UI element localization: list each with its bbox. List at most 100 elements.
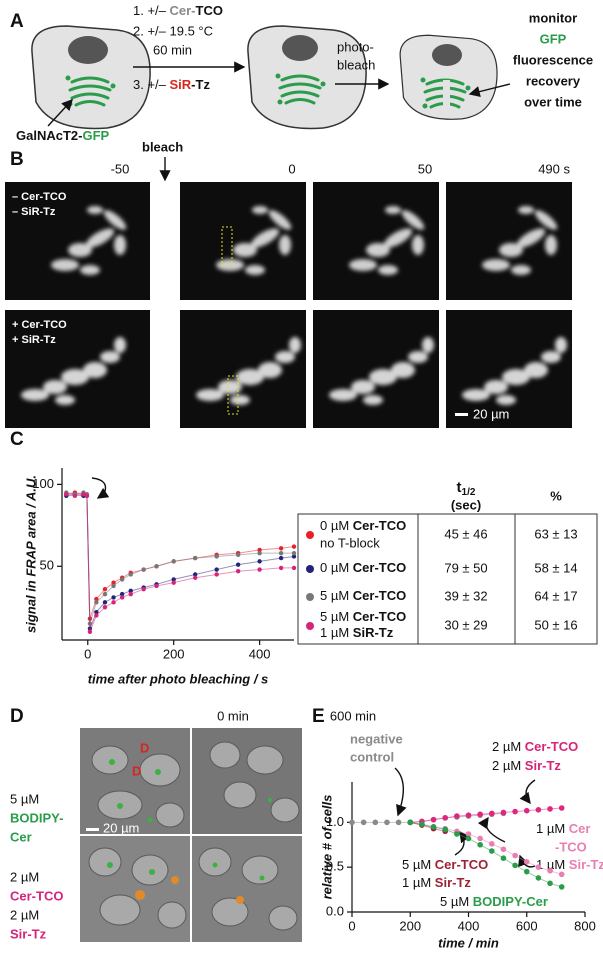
data-point bbox=[94, 600, 99, 605]
data-point bbox=[94, 596, 99, 602]
data-point bbox=[477, 811, 483, 818]
arrow bbox=[477, 816, 506, 843]
note: over time bbox=[524, 94, 582, 109]
data-point bbox=[102, 587, 108, 592]
step: photo- bbox=[337, 39, 374, 54]
data-point bbox=[384, 819, 390, 826]
micrograph bbox=[446, 310, 572, 428]
data-point bbox=[235, 562, 241, 567]
data-point bbox=[84, 493, 90, 499]
cell-value: 30 ± 29 bbox=[444, 617, 487, 632]
data-point bbox=[291, 550, 297, 556]
panel-label: D bbox=[10, 706, 24, 727]
row-label: 1 µM SiR-Tz bbox=[320, 625, 394, 640]
cell-value: 64 ± 17 bbox=[534, 588, 577, 603]
y-tick-label: 100 bbox=[32, 476, 54, 491]
arrow bbox=[47, 98, 73, 127]
data-point bbox=[535, 864, 542, 870]
data-point bbox=[128, 572, 133, 577]
y-tick-label: 0.5 bbox=[326, 859, 344, 874]
row-label: 5 µM Cer-TCO bbox=[320, 609, 406, 624]
annotation: 5 µM BODIPY-Cer bbox=[440, 894, 548, 909]
condition: 2 µM bbox=[10, 907, 39, 922]
y-tick-label: 50 bbox=[40, 558, 54, 573]
condition: – Cer-TCO bbox=[12, 191, 67, 203]
column-header: (sec) bbox=[451, 497, 481, 512]
condition: + Cer-TCO bbox=[12, 319, 67, 331]
data-point bbox=[523, 858, 530, 865]
data-point bbox=[111, 600, 116, 605]
data-point bbox=[171, 559, 176, 564]
data-point bbox=[500, 809, 507, 816]
arrow bbox=[394, 767, 407, 817]
data-point bbox=[465, 835, 472, 842]
column-header: % bbox=[550, 488, 562, 503]
x-tick-label: 400 bbox=[458, 918, 480, 933]
data-point bbox=[257, 550, 262, 556]
data-point bbox=[102, 605, 108, 610]
data-point bbox=[214, 572, 219, 577]
nucleus bbox=[68, 36, 108, 64]
cell-value: 79 ± 50 bbox=[444, 560, 487, 575]
condition: Cer bbox=[10, 829, 32, 844]
scale-label: 20 µm bbox=[473, 406, 509, 421]
bleach-roi bbox=[227, 375, 239, 415]
nucleus bbox=[282, 35, 318, 61]
condition: – SiR-Tz bbox=[12, 206, 56, 218]
data-point bbox=[81, 492, 86, 497]
row-label: 5 µM Cer-TCO bbox=[320, 588, 406, 603]
x-tick-label: 0 bbox=[348, 918, 355, 933]
note: recovery bbox=[526, 73, 581, 88]
data-point bbox=[278, 555, 284, 561]
step: bleach bbox=[337, 57, 375, 72]
scale-bar bbox=[455, 413, 468, 416]
legend-dot bbox=[306, 622, 314, 630]
data-point bbox=[111, 580, 116, 585]
annotation: 5 µM Cer-TCO bbox=[402, 857, 488, 872]
data-point bbox=[477, 841, 483, 848]
data-point bbox=[547, 806, 553, 812]
nucleus bbox=[432, 44, 462, 66]
data-point bbox=[407, 819, 414, 826]
y-axis-title: relative # of cells bbox=[319, 795, 334, 900]
data-point bbox=[141, 567, 146, 572]
cell-value: 63 ± 13 bbox=[534, 526, 577, 541]
x-tick-label: 200 bbox=[163, 646, 185, 661]
x-tick-label: 200 bbox=[399, 918, 421, 933]
data-point bbox=[214, 567, 219, 572]
data-point bbox=[154, 564, 159, 569]
series-line bbox=[66, 492, 294, 624]
time-label: 0 min bbox=[217, 708, 249, 723]
data-point bbox=[257, 559, 262, 564]
condition: Cer-TCO bbox=[10, 888, 63, 903]
annotation: -TCO bbox=[555, 839, 587, 854]
condition: BODIPY- bbox=[10, 810, 63, 825]
legend-dot bbox=[306, 531, 314, 539]
step: 3. +/– SiR-Tz bbox=[133, 77, 210, 92]
data-point bbox=[291, 565, 297, 571]
condition: 2 µM bbox=[10, 869, 39, 884]
note: fluorescence bbox=[513, 52, 593, 67]
data-point bbox=[111, 583, 116, 589]
data-point bbox=[257, 547, 262, 553]
cell-label: GalNAcT2-GFP bbox=[16, 128, 110, 143]
data-point bbox=[395, 819, 402, 826]
data-point bbox=[192, 575, 198, 580]
data-point bbox=[94, 613, 99, 618]
cell-value: 58 ± 14 bbox=[534, 560, 577, 575]
data-point bbox=[64, 492, 69, 497]
micrograph bbox=[180, 310, 306, 428]
micrograph bbox=[5, 310, 150, 428]
x-axis-title: time / min bbox=[438, 935, 499, 950]
time-label: 600 min bbox=[330, 708, 376, 723]
data-point bbox=[535, 875, 542, 881]
annotation: 2 µM Sir-Tz bbox=[492, 758, 561, 773]
data-point bbox=[535, 806, 542, 813]
arrow bbox=[468, 83, 511, 98]
y-tick-label: 1.0 bbox=[326, 814, 344, 829]
data-point bbox=[360, 819, 367, 826]
time-label: -50 bbox=[111, 161, 130, 176]
data-point bbox=[94, 609, 99, 615]
condition: Sir-Tz bbox=[10, 926, 47, 941]
data-point bbox=[465, 831, 472, 837]
